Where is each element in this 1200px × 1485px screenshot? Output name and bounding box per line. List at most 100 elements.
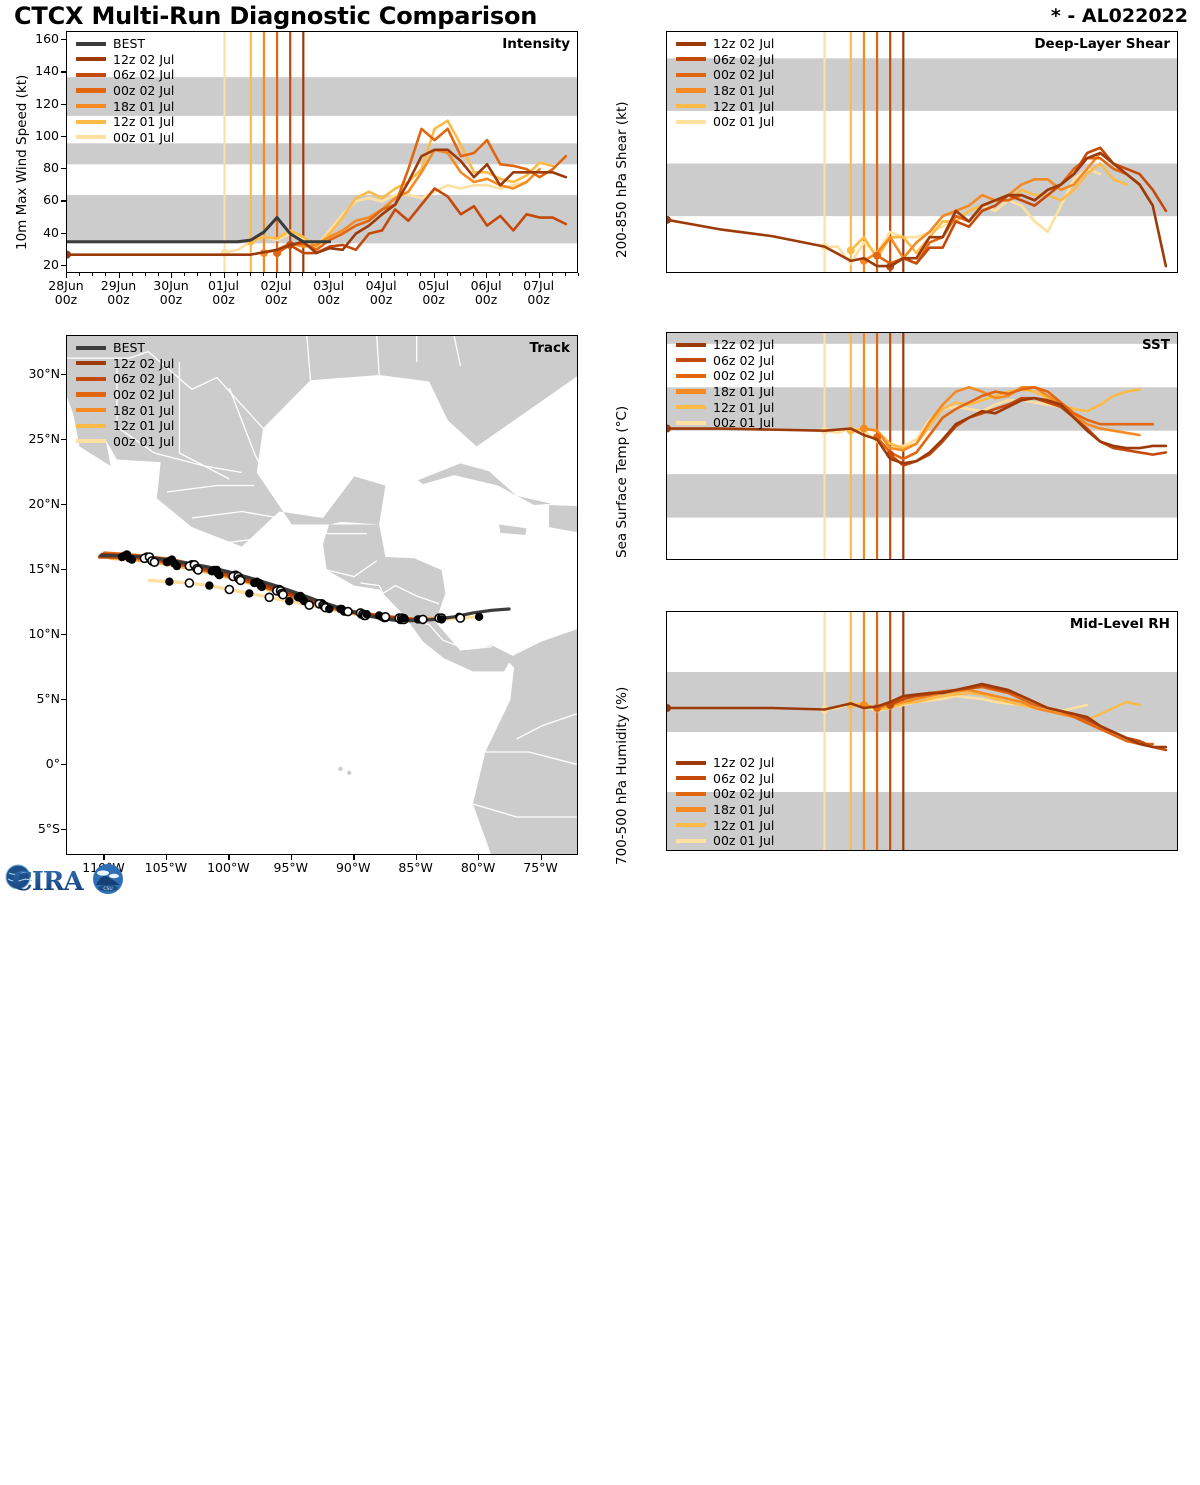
sst-panel-title: SST <box>1141 337 1170 353</box>
legend-color-swatch <box>76 135 106 140</box>
rh-panel-title: Mid-Level RH <box>1069 616 1170 632</box>
lat-tick-label: 30°N <box>28 366 60 381</box>
y-tick-mark <box>61 71 66 73</box>
shear-plot-frame <box>666 31 1178 273</box>
legend-item: 06z 02 Jul <box>76 67 174 83</box>
legend-item: 00z 02 Jul <box>676 368 774 384</box>
legend-item-label: 12z 01 Jul <box>113 418 175 434</box>
lon-tick-label: 100°W <box>207 860 250 875</box>
legend-item: 00z 02 Jul <box>76 83 174 99</box>
legend-item-label: 18z 01 Jul <box>113 402 175 418</box>
y-tick-mark <box>61 103 66 105</box>
legend-item: 00z 01 Jul <box>676 833 774 849</box>
legend-item-label: 12z 02 Jul <box>713 755 775 771</box>
x-tick-mark <box>486 273 488 278</box>
x-minor-tick <box>525 273 527 276</box>
x-minor-tick <box>407 273 409 276</box>
x-tick-label: 06Jul 00z <box>470 278 502 307</box>
y-tick-label: 20 <box>43 256 59 272</box>
legend-color-swatch <box>676 342 706 347</box>
legend-item: 12z 01 Jul <box>676 817 774 833</box>
x-minor-tick <box>210 273 212 276</box>
diagnostic-comparison-page: CTCX Multi-Run Diagnostic Comparison * -… <box>5 2 1188 897</box>
legend-color-swatch <box>76 88 106 93</box>
storm-id-label: * - AL022022 <box>1050 5 1188 27</box>
legend-item-label: 00z 02 Jul <box>713 368 775 384</box>
legend-item: 00z 01 Jul <box>76 130 174 146</box>
legend-color-swatch <box>76 439 106 444</box>
legend-color-swatch <box>76 104 106 109</box>
x-tick-label: 05Jul 00z <box>418 278 450 307</box>
y-tick-mark <box>61 264 66 267</box>
legend-color-swatch <box>676 373 706 379</box>
legend-color-swatch <box>76 361 106 366</box>
legend-color-swatch <box>676 776 706 781</box>
intensity-plot-frame <box>66 31 578 273</box>
legend-item: 18z 01 Jul <box>76 98 174 114</box>
legend-item: 06z 02 Jul <box>76 371 174 387</box>
x-minor-tick <box>131 273 133 276</box>
legend-item: 12z 02 Jul <box>76 356 174 372</box>
legend-item-label: 18z 01 Jul <box>113 98 175 114</box>
x-tick-label: 28Jun 00z <box>48 278 84 307</box>
x-tick-label: 01Jul 00z <box>208 278 240 307</box>
lon-tick-mark <box>165 855 168 860</box>
legend-color-swatch <box>676 72 706 78</box>
lat-tick-mark <box>61 829 66 831</box>
y-tick-label: 60 <box>43 192 59 208</box>
lat-tick-mark <box>61 439 66 441</box>
x-tick-mark <box>66 273 68 278</box>
legend-item-label: 00z 01 Jul <box>713 114 775 130</box>
shear-legend: 12z 02 Jul 06z 02 Jul 00z 02 Jul 18z 01 Jul… <box>676 36 774 130</box>
x-minor-tick <box>289 273 291 276</box>
x-tick-mark <box>381 273 383 278</box>
legend-color-swatch <box>676 88 706 93</box>
legend-color-swatch <box>76 57 106 62</box>
x-tick-label: 30Jun 00z <box>153 278 189 307</box>
track-legend: BEST 12z 02 Jul 06z 02 Jul 00z 02 Jul 18z 01… <box>76 340 174 449</box>
x-minor-tick <box>315 273 317 276</box>
legend-color-swatch <box>76 119 106 124</box>
lon-tick-label: 80°W <box>460 860 496 875</box>
legend-item: 12z 01 Jul <box>676 98 774 114</box>
legend-item-label: 06z 02 Jul <box>113 67 175 83</box>
x-minor-tick <box>394 273 396 276</box>
x-tick-mark <box>171 273 173 278</box>
shear-panel-title: Deep-Layer Shear <box>1034 36 1170 52</box>
lon-tick-label: 105°W <box>144 860 188 875</box>
legend-color-swatch <box>76 41 106 46</box>
x-tick-mark <box>223 273 225 278</box>
legend-item-label: 00z 02 Jul <box>113 387 175 403</box>
sst-plot-frame <box>666 332 1178 560</box>
intensity-panel-title: Intensity <box>502 36 570 52</box>
legend-item-label: 00z 01 Jul <box>713 833 775 849</box>
legend-item-label: 12z 02 Jul <box>113 355 175 371</box>
legend-item: 12z 02 Jul <box>676 337 774 353</box>
legend-item-label: 00z 01 Jul <box>113 129 175 145</box>
legend-color-swatch <box>676 41 706 46</box>
lat-tick-mark <box>61 569 66 571</box>
legend-item: 00z 01 Jul <box>676 415 774 431</box>
lat-tick-label: 5°S <box>37 821 60 836</box>
legend-item: 18z 01 Jul <box>676 83 774 99</box>
intensity-legend: BEST 12z 02 Jul 06z 02 Jul 00z 02 Jul 18z 01… <box>76 36 174 145</box>
legend-item: 00z 02 Jul <box>676 67 774 83</box>
x-minor-tick <box>184 273 186 276</box>
x-tick-label: 04Jul 00z <box>365 278 397 307</box>
lat-tick-label: 10°N <box>28 626 60 641</box>
legend-item: 00z 01 Jul <box>676 114 774 130</box>
legend-color-swatch <box>676 358 706 363</box>
lon-tick-label: 85°W <box>398 860 433 875</box>
x-minor-tick <box>262 273 264 276</box>
x-minor-tick <box>249 273 251 276</box>
x-tick-label: 29Jun 00z <box>100 278 137 307</box>
legend-item: 12z 01 Jul <box>676 399 774 415</box>
x-minor-tick <box>354 273 356 276</box>
x-minor-tick <box>420 273 422 276</box>
shear-y-axis-label: 200-850 hPa Shear (kt) <box>614 101 630 258</box>
legend-color-swatch <box>676 807 706 812</box>
x-tick-mark <box>538 273 540 278</box>
legend-color-swatch <box>76 72 106 78</box>
lon-tick-mark <box>290 855 293 860</box>
x-minor-tick <box>564 273 566 276</box>
